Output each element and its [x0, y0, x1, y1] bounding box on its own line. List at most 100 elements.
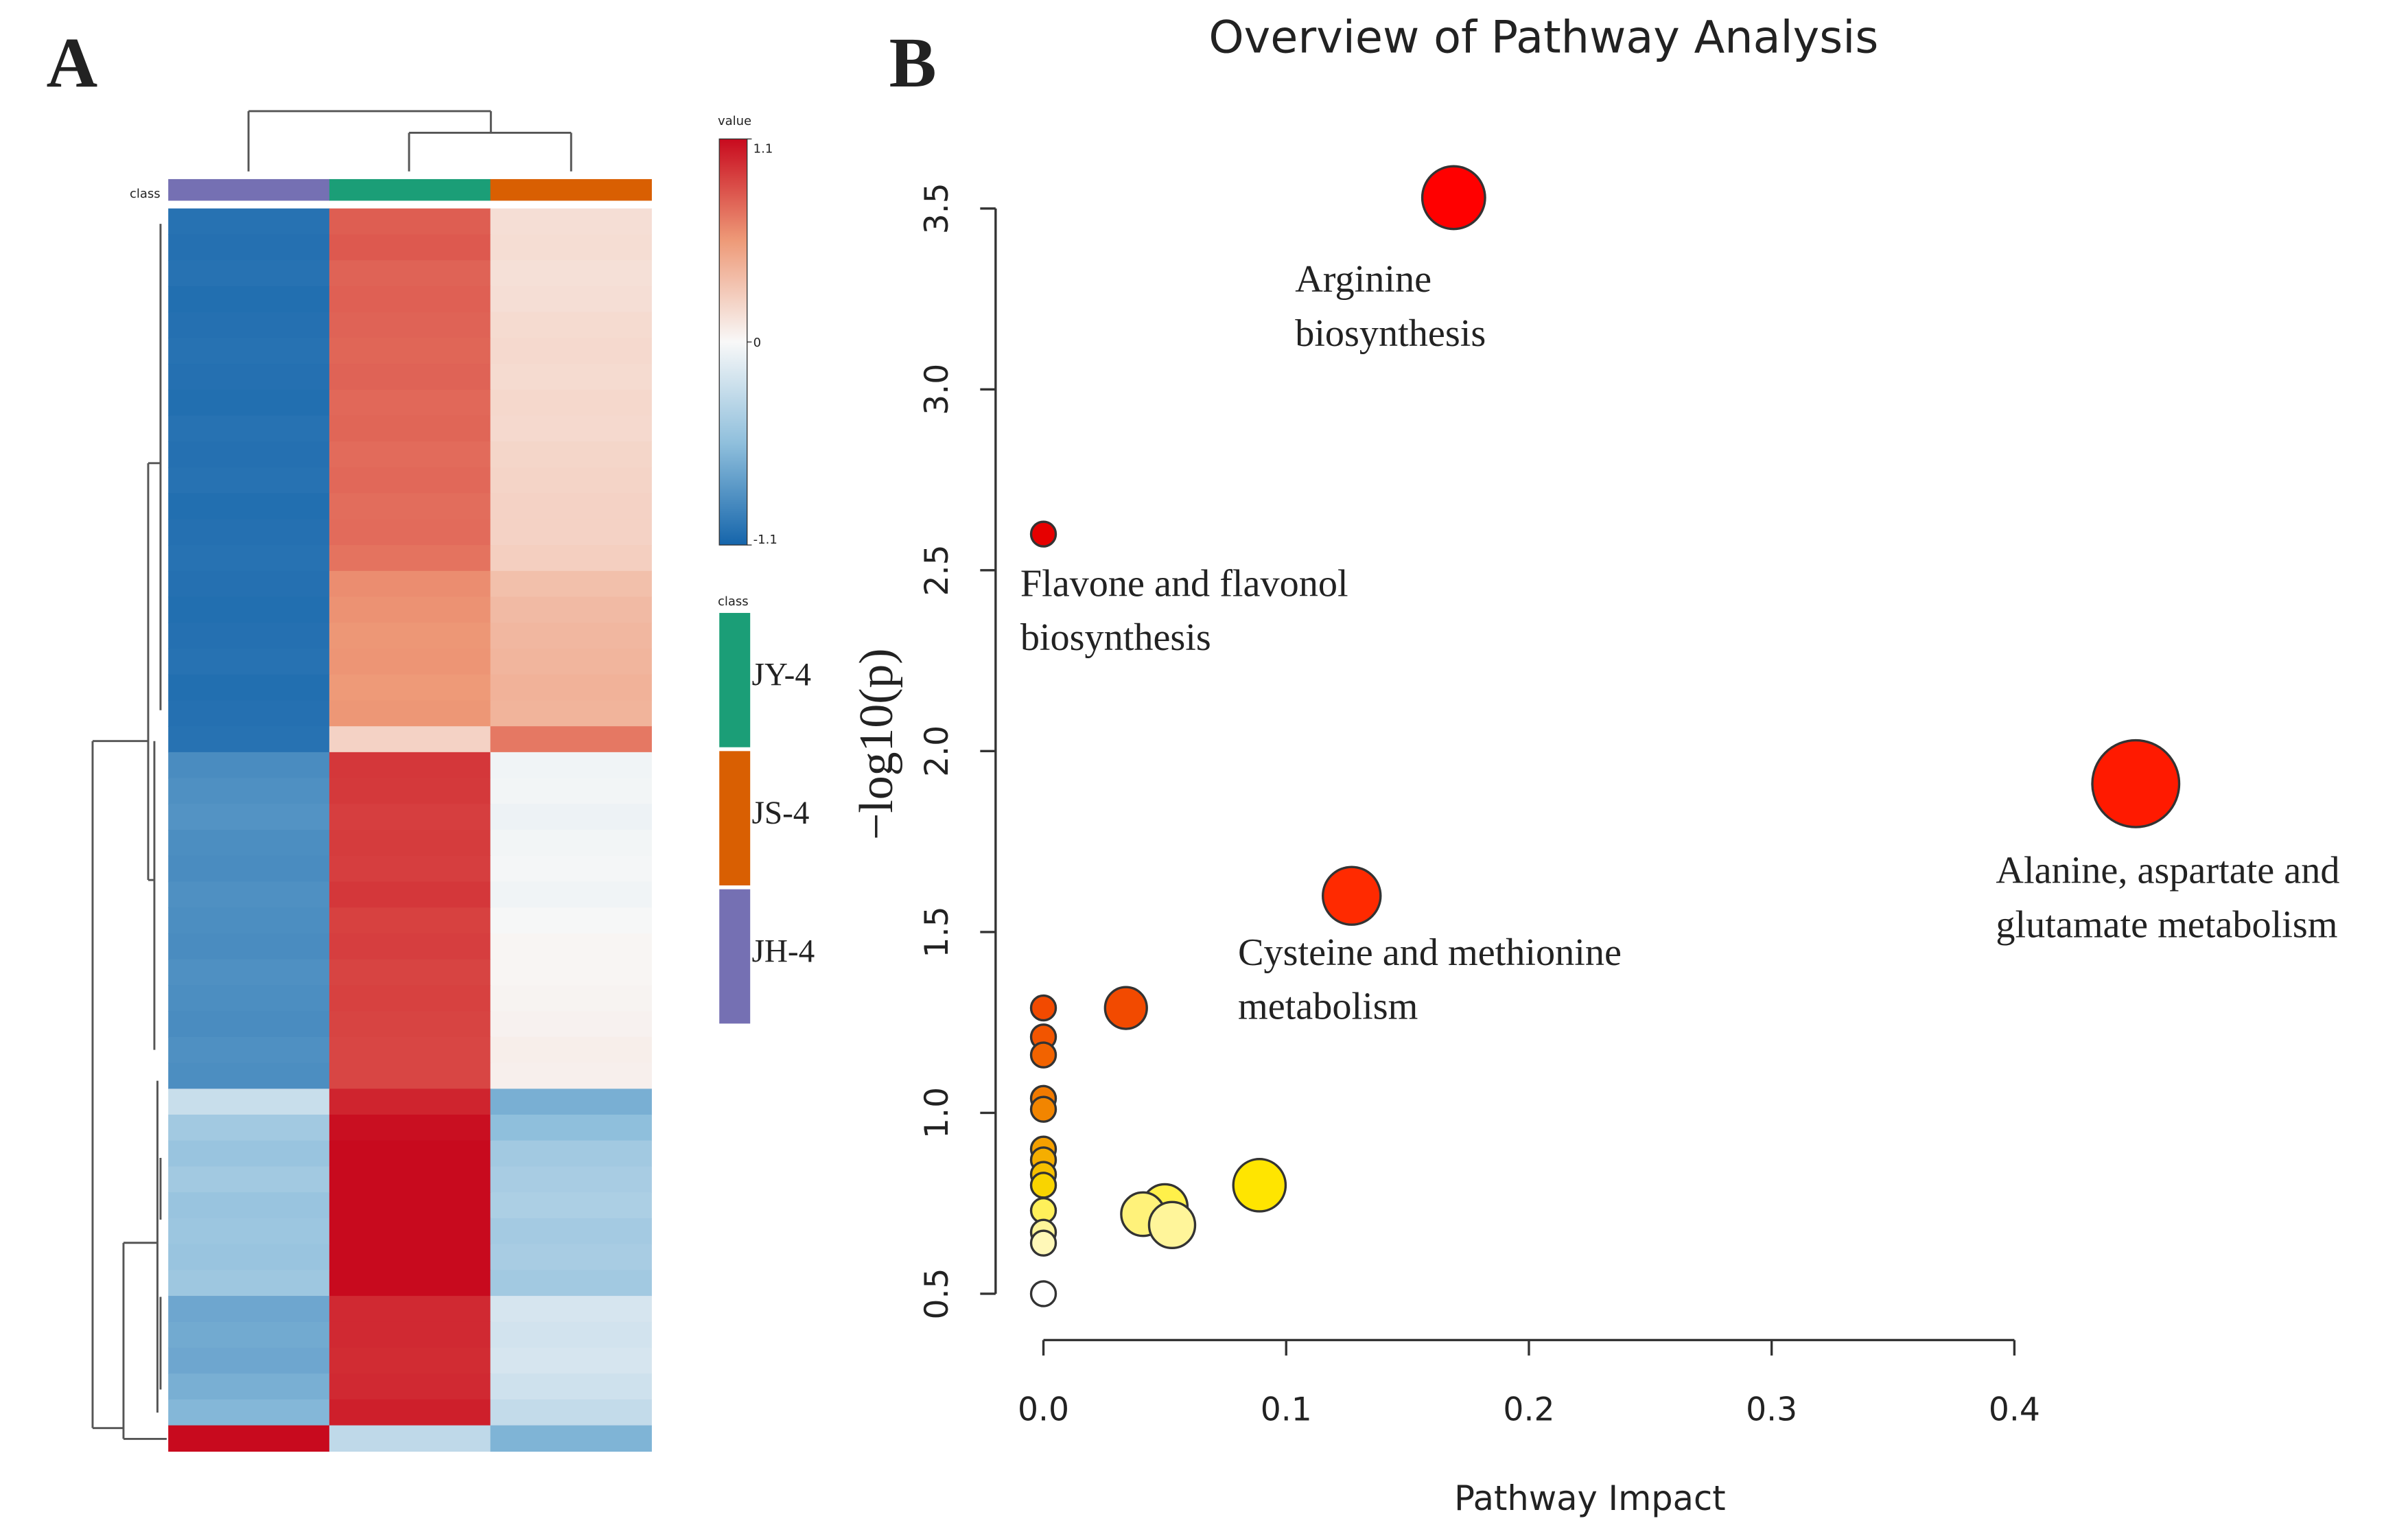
- heatmap-cell: [168, 1011, 330, 1038]
- heatmap-cell: [168, 1089, 330, 1115]
- class-bar: [490, 178, 652, 201]
- heatmap-cell: [329, 286, 491, 313]
- heatmap-cell: [168, 778, 330, 805]
- heatmap-cell: [329, 855, 491, 883]
- heatmap-cell: [329, 881, 491, 908]
- y-tick-label: 3.5: [918, 183, 956, 234]
- heatmap-cell: [329, 1399, 491, 1426]
- heatmap-cell: [168, 1321, 330, 1349]
- heatmap-cell: [329, 364, 491, 391]
- heatmap-cell: [168, 596, 330, 623]
- heatmap-cell: [490, 830, 652, 857]
- point: [1029, 520, 1057, 548]
- heatmap-cell: [329, 415, 491, 442]
- heatmap-cell: [490, 1373, 652, 1400]
- heatmap-cell: [168, 545, 330, 572]
- heatmap-cell: [168, 830, 330, 857]
- heatmap-cell: [490, 467, 652, 494]
- heatmap-cell: [329, 234, 491, 261]
- y-tick-label: 0.5: [918, 1268, 956, 1319]
- heatmap-cell: [490, 1321, 652, 1349]
- annotation: Alanine, aspartate and: [1996, 850, 2339, 892]
- class-legend-swatch: [719, 889, 751, 1024]
- heatmap-cell: [329, 1373, 491, 1400]
- heatmap-cell: [168, 700, 330, 727]
- point: [1322, 865, 1382, 926]
- heatmap-cell: [329, 1425, 491, 1452]
- heatmap-cell: [168, 985, 330, 1012]
- heatmap-cell: [168, 1399, 330, 1426]
- chart-title: Overview of Pathway Analysis: [1208, 11, 1878, 63]
- annotation: biosynthesis: [1295, 312, 1486, 355]
- point: [2091, 739, 2181, 828]
- colorbar: [718, 138, 748, 546]
- heatmap-cell: [329, 208, 491, 235]
- heatmap-cell: [168, 1425, 330, 1452]
- x-axis-label: Pathway Impact: [1454, 1478, 1726, 1518]
- heatmap-cell: [490, 1036, 652, 1064]
- heatmap-cell: [490, 1192, 652, 1219]
- heatmap-cell: [329, 830, 491, 857]
- heatmap-cell: [329, 545, 491, 572]
- class-legend-label: JS-4: [751, 795, 809, 831]
- heatmap-cell: [490, 648, 652, 675]
- heatmap-cell: [168, 570, 330, 598]
- heatmap-cell: [329, 570, 491, 598]
- row-dendrogram: [91, 224, 167, 1440]
- heatmap-cell: [329, 959, 491, 986]
- heatmap-cell: [490, 1140, 652, 1167]
- heatmap-cell: [168, 933, 330, 960]
- heatmap-cell: [490, 545, 652, 572]
- heatmap-cell: [490, 700, 652, 727]
- heatmap-cell: [329, 596, 491, 623]
- annotation: glutamate metabolism: [1996, 903, 2337, 946]
- panel-label: A: [46, 24, 97, 102]
- heatmap-cell: [490, 1347, 652, 1374]
- heatmap-cell: [329, 985, 491, 1012]
- heatmap-cell: [329, 260, 491, 287]
- heatmap-cell: [329, 700, 491, 727]
- heatmap-cell: [490, 1115, 652, 1141]
- heatmap-cell: [490, 985, 652, 1012]
- heatmap-cell: [490, 1270, 652, 1297]
- class-legend-swatch: [719, 613, 751, 747]
- heatmap-cell: [168, 1347, 330, 1374]
- x-tick-label: 0.2: [1503, 1391, 1554, 1428]
- heatmap-cell: [490, 1244, 652, 1271]
- heatmap-cell: [490, 1218, 652, 1245]
- heatmap-cell: [490, 752, 652, 779]
- heatmap-cell: [168, 493, 330, 520]
- heatmap-cell: [490, 415, 652, 442]
- heatmap-cell: [168, 1166, 330, 1193]
- heatmap-cell: [329, 1036, 491, 1064]
- heatmap-cell: [329, 1192, 491, 1219]
- heatmap-cell: [329, 907, 491, 934]
- heatmap-cell: [490, 1296, 652, 1323]
- point: [1029, 1229, 1057, 1257]
- heatmap-cell: [490, 389, 652, 417]
- heatmap-cell: [168, 623, 330, 649]
- point: [1029, 1172, 1057, 1199]
- colorbar-tick-label: 1.1: [753, 142, 773, 156]
- heatmap-cell: [168, 1218, 330, 1245]
- heatmap-cell: [168, 674, 330, 701]
- heatmap-cell: [168, 1244, 330, 1271]
- heatmap-cell: [329, 441, 491, 468]
- heatmap-cell: [329, 1062, 491, 1089]
- heatmap-cell: [168, 1192, 330, 1219]
- heatmap-cell: [168, 959, 330, 986]
- heatmap-cell: [168, 467, 330, 494]
- heatmap-cell: [329, 338, 491, 364]
- heatmap-cell: [168, 519, 330, 546]
- annotation: Arginine: [1295, 258, 1431, 301]
- heatmap-cell: [168, 338, 330, 364]
- heatmap-cell: [329, 674, 491, 701]
- heatmap-cell: [490, 441, 652, 468]
- annotation: biosynthesis: [1020, 616, 1211, 659]
- heatmap-cell: [168, 1296, 330, 1323]
- panel-label: B: [889, 24, 937, 102]
- heatmap-cell: [168, 1115, 330, 1141]
- y-tick-label: 2.5: [918, 544, 956, 596]
- heatmap-cell: [329, 726, 491, 753]
- heatmap-cell: [329, 752, 491, 779]
